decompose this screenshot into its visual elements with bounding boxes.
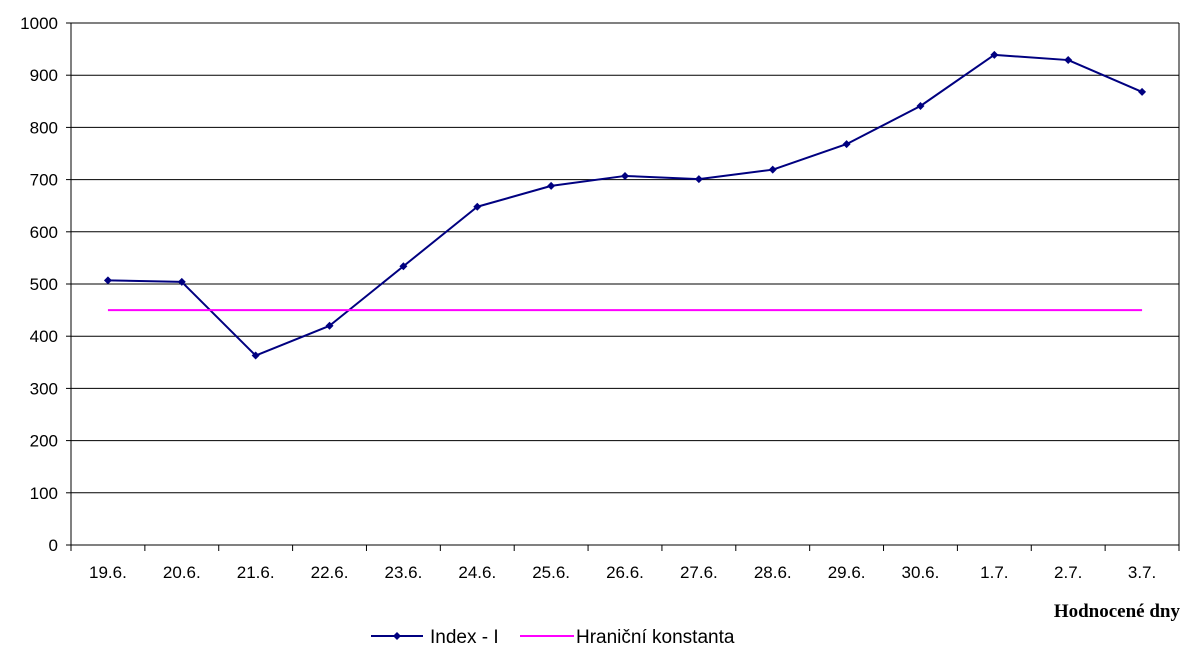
data-point — [990, 50, 999, 59]
axis-labels: Hodnocené dny — [1054, 601, 1181, 622]
data-point — [103, 276, 112, 285]
data-point — [694, 175, 703, 184]
data-point — [768, 165, 777, 174]
gridlines — [71, 22, 1179, 494]
y-tick-label: 1000 — [20, 14, 58, 33]
data-point — [1138, 87, 1147, 96]
x-tick-label: 19.6. — [89, 563, 127, 582]
x-tick-label: 30.6. — [902, 563, 940, 582]
series-lines — [103, 50, 1147, 360]
x-tick-label: 27.6. — [680, 563, 718, 582]
y-tick-label: 800 — [30, 118, 58, 137]
data-point — [547, 181, 556, 190]
legend-marker — [393, 632, 401, 640]
y-tick-label: 300 — [30, 379, 58, 398]
x-tick-label: 28.6. — [754, 563, 792, 582]
data-point — [177, 277, 186, 286]
x-tick-label: 1.7. — [980, 563, 1008, 582]
y-tick-label: 700 — [30, 171, 58, 190]
data-point — [251, 351, 260, 360]
y-tick-label: 600 — [30, 223, 58, 242]
x-tick-label: 3.7. — [1128, 563, 1156, 582]
x-tick-label: 23.6. — [384, 563, 422, 582]
x-tick-label: 20.6. — [163, 563, 201, 582]
data-point — [1064, 56, 1073, 65]
axes: 0 100 200 300 400 500 600 700 800 900 1000 19.6. 20.… — [20, 14, 1180, 582]
x-axis-title: Hodnocené dny — [1054, 601, 1181, 622]
y-tick-label: 400 — [30, 327, 58, 346]
x-tick-label: 2.7. — [1054, 563, 1082, 582]
x-tick-label: 21.6. — [237, 563, 275, 582]
y-tick-label: 0 — [49, 536, 58, 555]
data-point — [325, 321, 334, 330]
x-tick-label: 24.6. — [458, 563, 496, 582]
x-tick-label: 29.6. — [828, 563, 866, 582]
y-tick-label: 500 — [30, 275, 58, 294]
y-tick-label: 100 — [30, 484, 58, 503]
legend: Index - I Hraniční konstanta — [371, 627, 735, 648]
y-tick-label: 200 — [30, 432, 58, 451]
x-tick-label: 26.6. — [606, 563, 644, 582]
data-point — [621, 171, 629, 180]
legend-label: Hraniční konstanta — [576, 627, 735, 648]
data-point — [473, 202, 482, 211]
x-tick-label: 22.6. — [311, 563, 349, 582]
data-point — [842, 140, 851, 149]
data-point — [916, 101, 925, 110]
data-point — [399, 262, 408, 271]
legend-label: Index - I — [430, 627, 499, 648]
y-tick-label: 900 — [30, 66, 58, 85]
x-tick-label: 25.6. — [532, 563, 570, 582]
